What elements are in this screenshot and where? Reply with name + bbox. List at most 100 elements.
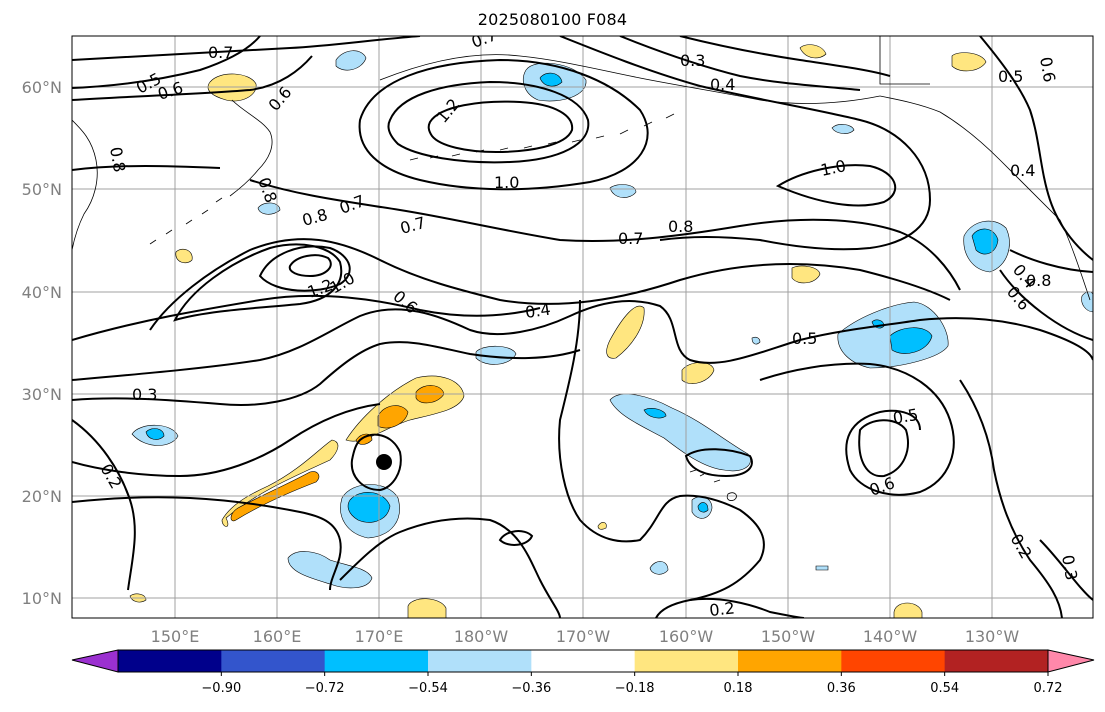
coastline-north-america	[879, 95, 1091, 301]
coastline-kamchatka	[229, 99, 273, 197]
colorbar-tick-label: −0.18	[615, 681, 655, 696]
contour-line	[619, 36, 861, 91]
contour-line	[149, 238, 951, 331]
anomaly-negative-core	[643, 408, 667, 419]
contour-line	[72, 419, 136, 591]
anomaly-negative-region	[257, 202, 281, 215]
contour-label: 0.7	[208, 43, 233, 62]
colorbar-tick-label: 0.18	[724, 681, 753, 696]
colorbar-tick-label: −0.54	[408, 681, 448, 696]
contour-line	[358, 58, 649, 191]
anomaly-negative-region	[649, 561, 669, 575]
anomaly-negative-core	[539, 72, 563, 87]
latitude-labels: 60°N 50°N 40°N 30°N 20°N 10°N	[22, 78, 62, 608]
contour-line	[72, 300, 1093, 381]
storm-center-marker	[376, 454, 392, 470]
contour-line	[72, 496, 342, 591]
contour-label: 0.2	[708, 598, 735, 620]
canada-border	[879, 36, 930, 85]
anomaly-positive-region	[221, 439, 339, 527]
coastline-hawaii	[689, 469, 737, 501]
contour-label: 0.3	[680, 51, 705, 70]
contour-line	[959, 379, 1063, 618]
colorbar-segment	[324, 650, 429, 672]
colorbar-tick-label: 0.54	[930, 681, 959, 696]
contour-label: 0.3	[1058, 553, 1081, 581]
contour-label: 1.0	[819, 156, 848, 180]
lon-label: 150°W	[761, 627, 816, 646]
anomaly-negative-region	[815, 565, 829, 571]
colorbar-segment	[221, 650, 326, 672]
contour-line	[72, 36, 421, 61]
anomaly-positive-region	[606, 305, 645, 359]
contour-label: 0.4	[710, 75, 735, 94]
contour-line	[684, 448, 753, 478]
anomaly-negative-core	[347, 492, 391, 523]
map-title: 2025080100 F084	[477, 10, 628, 29]
colorbar-segment	[944, 650, 1049, 672]
contour-label: 0.6	[1036, 55, 1059, 83]
lon-label: 130°W	[965, 627, 1020, 646]
contour-line	[1009, 249, 1093, 273]
contour-line	[72, 36, 261, 89]
lat-label: 50°N	[22, 180, 62, 199]
anomaly-positive-region	[893, 602, 923, 618]
lon-label: 160°W	[659, 627, 714, 646]
contour-line	[72, 403, 381, 478]
coastline-alaska	[379, 54, 881, 104]
graticule	[72, 36, 1093, 618]
map-frame	[71, 35, 1094, 619]
anomaly-negative-region	[335, 50, 367, 71]
contour-line	[72, 294, 541, 341]
colorbar-tick-label: −0.36	[511, 681, 551, 696]
contour-line	[775, 164, 897, 207]
anomaly-negative-region	[475, 345, 517, 365]
contour-line	[387, 80, 590, 164]
anomaly-negative-core	[145, 428, 165, 440]
contour-line	[498, 530, 534, 546]
contour-lines	[72, 36, 1093, 618]
anomaly-positive-region	[681, 362, 715, 384]
anomaly-negative-core	[889, 327, 933, 354]
lat-label: 30°N	[22, 385, 62, 404]
lat-label: 40°N	[22, 283, 62, 302]
lon-label: 170°W	[556, 627, 611, 646]
contour-label: 0.8	[1026, 271, 1051, 290]
contour-label: 0.5	[792, 329, 817, 348]
anomaly-negative-core	[697, 502, 709, 513]
lon-label: 180°W	[454, 627, 509, 646]
colorbar: −0.90 −0.72 −0.54 −0.36 −0.18 0.18 0.36 0.54 0.7…	[71, 649, 1095, 696]
colorbar-segment	[118, 650, 222, 672]
colorbar-segments	[118, 650, 1049, 672]
contour-line	[350, 433, 402, 492]
contour-line	[339, 517, 561, 618]
colorbar-tick-label: 0.36	[827, 681, 856, 696]
contour-line	[979, 36, 1093, 261]
contour-line	[72, 55, 313, 101]
colorbar-segment	[531, 650, 636, 672]
anomaly-negative-region	[609, 393, 751, 472]
anomaly-positive-core	[355, 433, 373, 445]
anomaly-positive-region	[951, 52, 987, 72]
colorbar-segment	[738, 650, 842, 672]
contour-line	[1039, 539, 1093, 601]
contour-line	[173, 243, 343, 322]
contour-line	[559, 36, 932, 251]
anomaly-negative-region	[287, 551, 373, 589]
colorbar-segment	[428, 650, 532, 672]
contour-line	[288, 254, 332, 278]
lat-label: 60°N	[22, 78, 62, 97]
lon-label: 150°E	[151, 627, 200, 646]
contour-label: 0.8	[668, 217, 693, 236]
anomaly-negative-region	[609, 184, 637, 198]
anomaly-positive-region	[407, 598, 447, 618]
colorbar-high-extend	[1047, 649, 1095, 673]
contour-line	[258, 245, 351, 292]
contour-line	[558, 299, 765, 618]
contour-line	[759, 362, 955, 496]
colorbar-frame	[117, 649, 1049, 673]
lon-label: 140°W	[863, 627, 918, 646]
colorbar-low-extend	[71, 649, 119, 673]
contour-line	[427, 100, 574, 154]
